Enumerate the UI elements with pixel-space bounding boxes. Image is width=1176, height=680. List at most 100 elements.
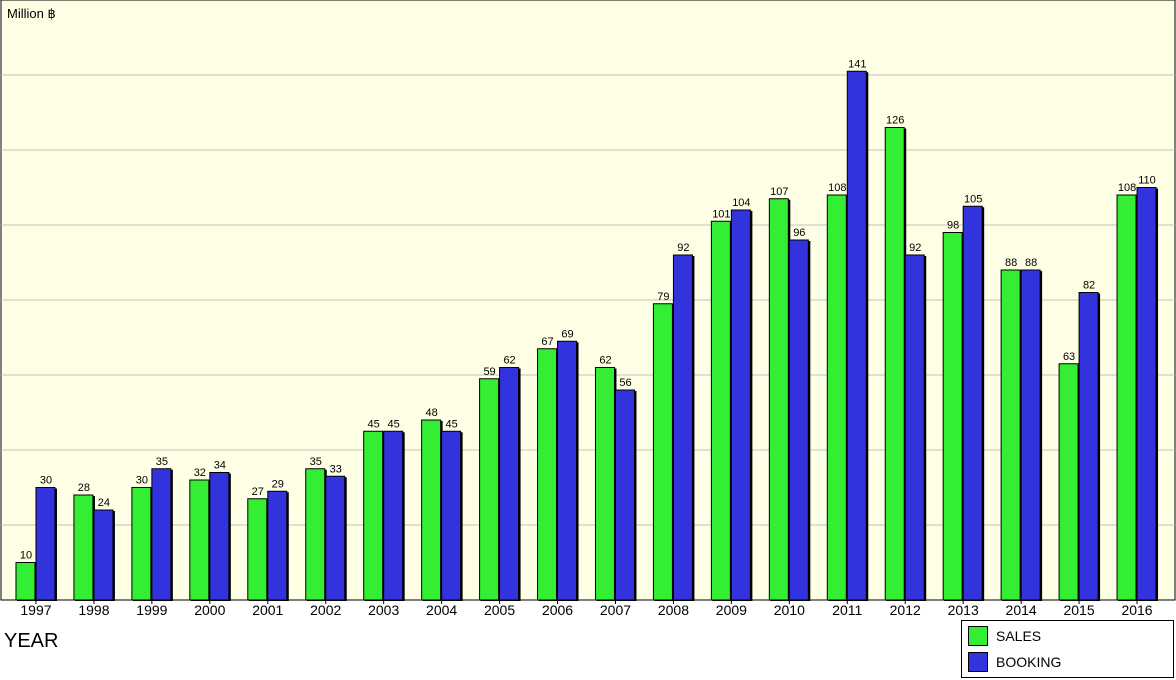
bar-booking-2002	[325, 475, 346, 601]
legend-label-booking: BOOKING	[996, 654, 1062, 670]
value-label-sales-2015: 63	[1063, 351, 1075, 363]
x-tick-label-2010: 2010	[774, 602, 805, 618]
bar-sales-2004	[421, 419, 442, 601]
value-label-booking-2001: 29	[272, 478, 284, 490]
x-tick-label-2012: 2012	[890, 602, 921, 618]
value-label-booking-2009: 104	[732, 197, 750, 209]
value-labels: 10 30 28 24 30 35 32 34 27 29 35 33 45 45 48 45 59 62 67 69…	[20, 58, 1156, 561]
value-label-booking-2005: 62	[503, 355, 515, 367]
value-label-booking-2004: 45	[446, 418, 458, 430]
value-label-booking-2010: 96	[793, 227, 805, 239]
bars	[15, 70, 1159, 601]
x-tick-label-2006: 2006	[542, 602, 573, 618]
bar-booking-1998	[93, 509, 114, 601]
value-label-sales-2010: 107	[770, 186, 788, 198]
value-label-sales-2003: 45	[368, 418, 380, 430]
value-label-booking-2011: 141	[848, 58, 866, 70]
x-tick-label-2003: 2003	[368, 602, 399, 618]
legend-swatch-booking	[968, 652, 988, 672]
bar-sales-2009	[710, 220, 731, 601]
x-tick-label-2016: 2016	[1121, 602, 1152, 618]
value-label-booking-1998: 24	[98, 497, 110, 509]
x-tick-label-2005: 2005	[484, 602, 515, 618]
bar-chart: 10 30 28 24 30 35 32 34 27 29 35 33 45 45 48 45 59 62 67 69…	[0, 0, 1176, 618]
x-tick-label-2000: 2000	[194, 602, 225, 618]
x-tick-label-2011: 2011	[832, 602, 862, 618]
x-tick-label-2001: 2001	[252, 602, 283, 618]
bar-sales-2011	[826, 194, 847, 601]
bar-sales-1997	[15, 562, 36, 601]
bar-sales-2016	[1116, 194, 1137, 601]
value-label-booking-1999: 35	[156, 456, 168, 468]
legend-label-sales: SALES	[996, 628, 1042, 644]
x-tick-label-2002: 2002	[310, 602, 341, 618]
bar-booking-2012	[904, 254, 925, 601]
value-label-sales-2012: 126	[886, 115, 904, 127]
value-label-sales-2006: 67	[541, 336, 553, 348]
value-label-sales-2000: 32	[194, 467, 206, 479]
x-tick-label-2008: 2008	[658, 602, 689, 618]
bar-sales-2015	[1058, 363, 1079, 601]
value-label-sales-2008: 79	[657, 291, 669, 303]
value-label-sales-2002: 35	[310, 456, 322, 468]
bar-sales-1999	[131, 487, 152, 601]
x-tick-label-1997: 1997	[20, 602, 51, 618]
value-label-sales-2004: 48	[426, 407, 438, 419]
x-tick-label-2015: 2015	[1063, 602, 1094, 618]
bar-booking-2009	[730, 209, 751, 601]
x-tick-label-2013: 2013	[948, 602, 979, 618]
bar-sales-2000	[189, 479, 210, 601]
legend-item-booking: BOOKING	[968, 652, 1061, 672]
value-label-sales-2014: 88	[1005, 257, 1017, 269]
bar-sales-2003	[363, 430, 384, 601]
bar-booking-2011	[846, 70, 867, 601]
bar-booking-1999	[151, 468, 172, 601]
value-label-sales-1999: 30	[136, 475, 148, 487]
bar-booking-2004	[441, 430, 462, 601]
bar-sales-2006	[537, 348, 558, 601]
x-tick-label-2014: 2014	[1006, 602, 1037, 618]
bar-sales-2010	[768, 198, 789, 601]
value-label-booking-2013: 105	[964, 193, 982, 205]
value-label-booking-1997: 30	[40, 475, 52, 487]
x-tick-label-1999: 1999	[136, 602, 167, 618]
bar-sales-2001	[247, 498, 268, 601]
value-label-sales-2016: 108	[1118, 182, 1136, 194]
bar-sales-2007	[594, 367, 615, 601]
value-label-booking-2007: 56	[619, 377, 631, 389]
bar-sales-2014	[1000, 269, 1021, 601]
bar-booking-2000	[209, 472, 230, 601]
value-label-booking-2006: 69	[561, 328, 573, 340]
bar-booking-2016	[1136, 187, 1157, 601]
legend: SALES BOOKING	[961, 620, 1174, 678]
value-label-booking-2014: 88	[1025, 257, 1037, 269]
bar-sales-2008	[652, 303, 673, 601]
bar-booking-2003	[383, 430, 404, 601]
x-tick-label-2009: 2009	[716, 602, 747, 618]
x-tick-labels: 1997 1998 1999 2000 2001 2002 2003 2004 2005 2006…	[20, 600, 1153, 618]
bar-sales-1998	[73, 494, 94, 601]
value-label-sales-2001: 27	[252, 486, 264, 498]
bar-booking-2001	[267, 490, 288, 601]
legend-item-sales: SALES	[968, 626, 1041, 646]
y-axis-unit-label: Million ฿	[7, 6, 56, 21]
value-label-booking-2016: 110	[1138, 175, 1156, 187]
bar-sales-2005	[479, 378, 500, 601]
value-label-booking-2003: 45	[388, 418, 400, 430]
bar-booking-2014	[1020, 269, 1041, 601]
value-label-sales-2013: 98	[947, 220, 959, 232]
value-label-sales-1998: 28	[78, 482, 90, 494]
value-label-booking-2000: 34	[214, 460, 226, 472]
value-label-booking-2015: 82	[1083, 280, 1095, 292]
value-label-sales-2009: 101	[712, 208, 730, 220]
value-label-sales-2011: 108	[828, 182, 846, 194]
bar-booking-2007	[614, 389, 635, 601]
x-tick-label-1998: 1998	[78, 602, 109, 618]
bar-booking-2010	[788, 239, 809, 601]
bar-booking-2013	[962, 205, 983, 601]
bar-sales-2002	[305, 468, 326, 601]
x-tick-label-2004: 2004	[426, 602, 457, 618]
value-label-sales-1997: 10	[20, 550, 32, 562]
value-label-booking-2008: 92	[677, 242, 689, 254]
x-tick-label-2007: 2007	[600, 602, 631, 618]
